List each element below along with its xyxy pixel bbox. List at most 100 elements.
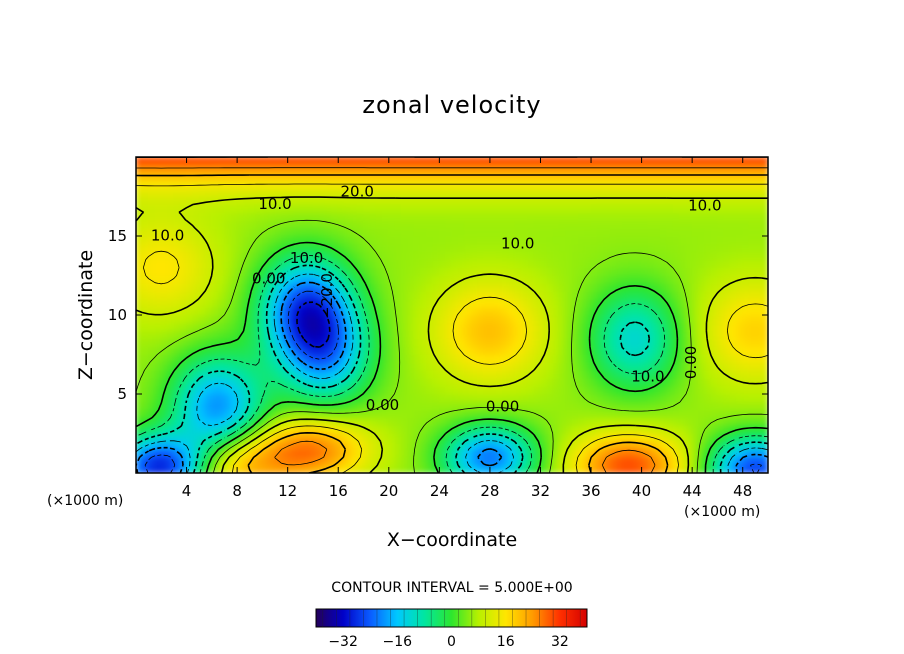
heatmap-cell bbox=[539, 275, 548, 284]
heatmap-cell bbox=[634, 369, 643, 379]
heatmap-cell bbox=[742, 385, 750, 395]
heatmap-cell bbox=[495, 456, 504, 466]
heatmap-cell bbox=[293, 401, 301, 411]
heatmap-cell bbox=[641, 401, 649, 411]
heatmap-cell bbox=[628, 298, 636, 308]
heatmap-cell bbox=[596, 401, 605, 411]
heatmap-cell bbox=[457, 251, 466, 261]
heatmap-cell bbox=[280, 267, 289, 276]
heatmap-cell bbox=[634, 188, 643, 197]
heatmap-cell bbox=[280, 196, 289, 205]
heatmap-cell bbox=[413, 322, 421, 332]
heatmap-cell bbox=[584, 259, 592, 269]
heatmap-cell bbox=[653, 180, 662, 190]
heatmap-cell bbox=[691, 203, 699, 213]
heatmap-cell bbox=[337, 440, 346, 450]
heatmap-cell bbox=[634, 346, 643, 355]
heatmap-cell bbox=[192, 377, 200, 387]
heatmap-cell bbox=[445, 322, 453, 332]
heatmap-cell bbox=[179, 385, 188, 395]
heatmap-cell bbox=[641, 433, 649, 442]
heatmap-cell bbox=[426, 306, 434, 316]
heatmap-cell bbox=[609, 322, 617, 332]
heatmap-cell bbox=[148, 275, 156, 284]
heatmap-cell bbox=[647, 330, 655, 340]
heatmap-cell bbox=[634, 417, 643, 427]
heatmap-cell bbox=[653, 448, 662, 458]
heatmap-cell bbox=[754, 164, 763, 174]
heatmap-cell bbox=[622, 433, 630, 442]
heatmap-cell bbox=[363, 243, 371, 253]
heatmap-cell bbox=[451, 393, 459, 403]
heatmap-cell bbox=[230, 275, 238, 284]
heatmap-cell bbox=[483, 243, 491, 253]
heatmap-cell bbox=[280, 401, 289, 411]
heatmap-cell bbox=[223, 172, 232, 182]
heatmap-cell bbox=[716, 306, 725, 316]
heatmap-cell bbox=[521, 267, 529, 276]
heatmap-cell bbox=[293, 448, 301, 458]
heatmap-cell bbox=[628, 211, 636, 221]
heatmap-cell bbox=[584, 267, 592, 276]
heatmap-cell bbox=[369, 180, 377, 190]
heatmap-cell bbox=[672, 306, 681, 316]
heatmap-cell bbox=[369, 361, 377, 371]
heatmap-cell bbox=[432, 227, 440, 237]
heatmap-cell bbox=[394, 306, 402, 316]
heatmap-cell bbox=[438, 275, 447, 284]
heatmap-cell bbox=[502, 377, 510, 387]
heatmap-cell bbox=[438, 211, 447, 221]
heatmap-cell bbox=[426, 275, 434, 284]
heatmap-cell bbox=[293, 235, 301, 245]
heatmap-cell bbox=[470, 354, 478, 363]
heatmap-cell bbox=[539, 338, 548, 348]
heatmap-cell bbox=[653, 164, 662, 174]
heatmap-cell bbox=[306, 235, 314, 245]
heatmap-cell bbox=[723, 369, 731, 379]
heatmap-cell bbox=[173, 417, 181, 427]
heatmap-cell bbox=[735, 259, 744, 269]
heatmap-cell bbox=[596, 219, 605, 229]
heatmap-cell bbox=[325, 306, 333, 316]
heatmap-cell bbox=[186, 290, 194, 300]
heatmap-cell bbox=[306, 322, 314, 332]
heatmap-cell bbox=[685, 227, 693, 237]
heatmap-cell bbox=[141, 211, 150, 221]
heatmap-cell bbox=[268, 409, 276, 419]
heatmap-cell bbox=[451, 298, 459, 308]
heatmap-cell bbox=[590, 180, 598, 190]
heatmap-cell bbox=[293, 322, 301, 332]
heatmap-cell bbox=[716, 464, 725, 473]
heatmap-cell bbox=[192, 354, 200, 363]
heatmap-cell bbox=[723, 259, 731, 269]
heatmap-cell bbox=[590, 267, 598, 276]
heatmap-cell bbox=[584, 180, 592, 190]
heatmap-cell bbox=[255, 417, 263, 427]
heatmap-cell bbox=[205, 306, 213, 316]
heatmap-cell bbox=[558, 180, 567, 190]
heatmap-cell bbox=[691, 346, 699, 355]
heatmap-cell bbox=[729, 448, 737, 458]
heatmap-cell bbox=[476, 448, 485, 458]
heatmap-cell bbox=[186, 188, 194, 197]
heatmap-cell bbox=[205, 369, 213, 379]
heatmap-cell bbox=[451, 275, 459, 284]
heatmap-cell bbox=[293, 298, 301, 308]
heatmap-cell bbox=[136, 425, 143, 434]
heatmap-cell bbox=[634, 354, 643, 363]
heatmap-cell bbox=[236, 354, 244, 363]
heatmap-cell bbox=[318, 251, 327, 261]
heatmap-cell bbox=[400, 314, 409, 324]
heatmap-cell bbox=[223, 330, 232, 340]
heatmap-cell bbox=[261, 369, 270, 379]
heatmap-cell bbox=[704, 433, 712, 442]
heatmap-cell bbox=[325, 346, 333, 355]
heatmap-cell bbox=[179, 188, 188, 197]
heatmap-cell bbox=[609, 196, 617, 205]
heatmap-cell bbox=[533, 338, 541, 348]
heatmap-cell bbox=[160, 243, 169, 253]
heatmap-cell bbox=[451, 409, 459, 419]
heatmap-cell bbox=[571, 172, 579, 182]
heatmap-cell bbox=[337, 251, 346, 261]
heatmap-cell bbox=[489, 322, 497, 332]
